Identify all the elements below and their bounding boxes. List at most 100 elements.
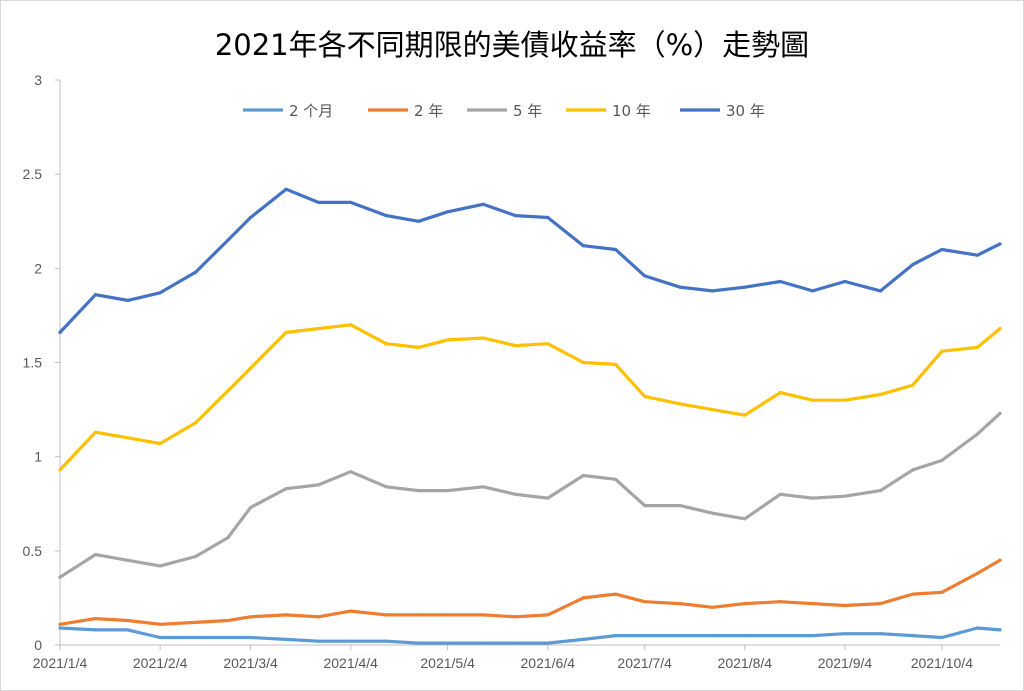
data-point xyxy=(911,592,915,596)
legend-item-0: 2 个月 xyxy=(243,102,333,120)
data-point xyxy=(778,600,782,604)
data-point xyxy=(614,634,618,638)
data-point xyxy=(284,187,288,191)
x-tick-label: 2021/5/4 xyxy=(420,655,475,671)
data-point xyxy=(316,639,320,643)
data-point xyxy=(126,628,130,632)
data-point xyxy=(417,641,421,645)
y-tick-label: 3 xyxy=(34,72,42,88)
data-point xyxy=(194,635,198,640)
data-point xyxy=(678,285,682,289)
series-lines xyxy=(58,187,1002,645)
legend-item-3: 10 年 xyxy=(566,102,651,120)
data-point xyxy=(446,613,450,617)
data-point xyxy=(843,603,847,608)
data-point xyxy=(316,615,320,619)
data-point xyxy=(349,609,353,613)
data-point xyxy=(58,622,62,626)
data-point xyxy=(93,628,98,632)
data-point xyxy=(743,413,747,417)
y-tick-label: 0.5 xyxy=(23,543,43,559)
data-point xyxy=(710,634,715,638)
data-point xyxy=(126,558,130,562)
x-tick-label: 2021/2/4 xyxy=(133,655,188,671)
data-point xyxy=(194,620,198,625)
legend-label: 30 年 xyxy=(726,102,765,120)
data-point xyxy=(643,634,647,638)
x-tick-label: 2021/10/4 xyxy=(911,655,973,671)
data-point xyxy=(614,247,618,252)
data-point xyxy=(678,504,682,508)
y-tick-label: 1 xyxy=(34,449,42,465)
data-point xyxy=(481,613,485,617)
data-point xyxy=(481,202,485,206)
data-point xyxy=(581,596,585,600)
data-point xyxy=(643,504,647,508)
data-point xyxy=(513,641,518,645)
data-point xyxy=(58,575,62,579)
data-point xyxy=(126,436,130,440)
data-point xyxy=(316,483,320,487)
data-point xyxy=(998,558,1002,562)
data-point xyxy=(513,615,518,619)
data-point xyxy=(811,496,815,500)
y-tick-label: 2 xyxy=(34,260,42,276)
data-point xyxy=(194,270,198,274)
data-point xyxy=(93,553,98,557)
legend: 2 个月 2 年 5 年 10 年 30 年 xyxy=(243,102,765,120)
data-point xyxy=(194,421,198,425)
data-point xyxy=(384,214,388,218)
data-point xyxy=(158,622,162,626)
data-point xyxy=(778,391,782,395)
data-point xyxy=(158,564,162,568)
data-point xyxy=(126,618,130,623)
data-point xyxy=(710,605,715,609)
data-point xyxy=(743,602,747,606)
data-point xyxy=(194,554,198,559)
data-point xyxy=(546,342,550,346)
data-point xyxy=(546,641,550,645)
data-point xyxy=(743,517,747,521)
data-point xyxy=(975,345,980,349)
data-point xyxy=(843,632,847,636)
y-tick-label: 0 xyxy=(34,637,42,653)
legend-label: 5 年 xyxy=(513,102,542,120)
data-point xyxy=(743,285,747,289)
data-point xyxy=(226,389,230,393)
data-point xyxy=(843,494,847,498)
data-point xyxy=(878,392,883,397)
data-point xyxy=(446,489,450,493)
data-point xyxy=(878,289,883,293)
data-point xyxy=(878,602,883,606)
data-point xyxy=(710,511,715,515)
data-point xyxy=(349,323,353,327)
legend-item-1: 2 年 xyxy=(368,102,443,120)
data-point xyxy=(158,635,162,640)
data-point xyxy=(998,411,1002,415)
data-point xyxy=(581,637,585,642)
series-line-1 xyxy=(58,558,1002,626)
data-point xyxy=(581,244,585,248)
data-point xyxy=(878,632,883,636)
data-point xyxy=(58,468,62,472)
data-point xyxy=(975,253,980,257)
series-line-3 xyxy=(58,323,1002,472)
data-point xyxy=(513,344,518,348)
data-point xyxy=(349,470,353,474)
data-point xyxy=(249,615,253,619)
data-point xyxy=(998,628,1002,632)
x-tick-label: 2021/9/4 xyxy=(818,655,873,671)
data-point xyxy=(446,210,450,214)
data-point xyxy=(513,214,518,218)
chart-title: 2021年各不同期限的美債收益率（%）走勢圖 xyxy=(214,28,810,62)
data-point xyxy=(249,505,253,510)
data-point xyxy=(678,634,682,638)
data-point xyxy=(481,485,485,489)
data-point xyxy=(643,274,647,278)
data-point xyxy=(811,398,815,402)
data-point xyxy=(446,338,450,342)
legend-label: 10 年 xyxy=(612,102,651,120)
data-point xyxy=(284,487,288,491)
data-point xyxy=(581,360,585,365)
